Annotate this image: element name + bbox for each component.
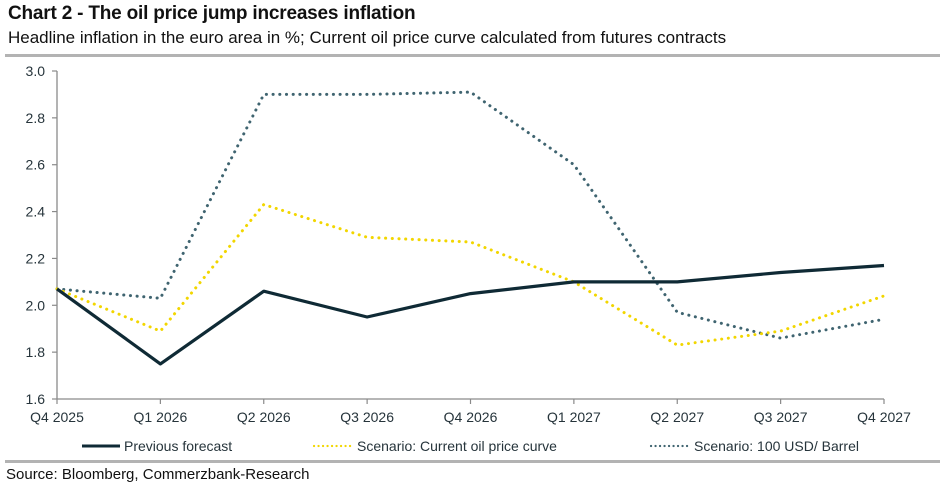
- legend: Previous forecast Scenario: Current oil p…: [82, 438, 859, 454]
- x-tick-label: Q2 2026: [237, 409, 291, 425]
- y-tick-label: 1.6: [26, 391, 46, 407]
- x-tick-label: Q4 2025: [30, 409, 84, 425]
- legend-label: Scenario: 100 USD/ Barrel: [694, 438, 859, 454]
- series-layer: [55, 90, 886, 366]
- series-line-2: [55, 90, 886, 340]
- y-tick-label: 2.0: [26, 297, 46, 313]
- x-tick-label: Q3 2027: [754, 409, 808, 425]
- y-tick-label: 2.6: [26, 157, 46, 173]
- legend-label: Previous forecast: [124, 438, 232, 454]
- legend-item: Scenario: Current oil price curve: [312, 438, 557, 454]
- series-line-1: [55, 203, 886, 347]
- legend-item: Previous forecast: [82, 438, 232, 454]
- chart-subtitle: Headline inflation in the euro area in %…: [8, 28, 727, 47]
- y-tick-label: 2.2: [26, 250, 46, 266]
- y-tick-label: 3.0: [26, 63, 46, 79]
- x-tick-label: Q2 2027: [650, 409, 704, 425]
- x-tick-label: Q3 2026: [340, 409, 394, 425]
- chart-title: Chart 2 - The oil price jump increases i…: [8, 3, 416, 24]
- axes: 1.6 1.8 2.0 2.2 2.4 2.6 2.8 3.0 Q4 2025 Q1 2026 Q2…: [26, 63, 912, 425]
- x-tick-label: Q1 2027: [547, 409, 601, 425]
- legend-item: Scenario: 100 USD/ Barrel: [649, 438, 859, 454]
- x-tick-label: Q4 2027: [857, 409, 911, 425]
- y-tick-label: 1.8: [26, 344, 46, 360]
- y-tick-label: 2.4: [26, 204, 46, 220]
- y-tick-label: 2.8: [26, 110, 46, 126]
- legend-label: Scenario: Current oil price curve: [357, 438, 557, 454]
- series-line-0: [56, 263, 885, 366]
- x-tick-label: Q4 2026: [444, 409, 498, 425]
- source-note: Source: Bloomberg, Commerzbank-Research: [6, 466, 310, 483]
- top-divider: [5, 54, 940, 57]
- bottom-divider: [5, 460, 940, 463]
- x-tick-label: Q1 2026: [134, 409, 188, 425]
